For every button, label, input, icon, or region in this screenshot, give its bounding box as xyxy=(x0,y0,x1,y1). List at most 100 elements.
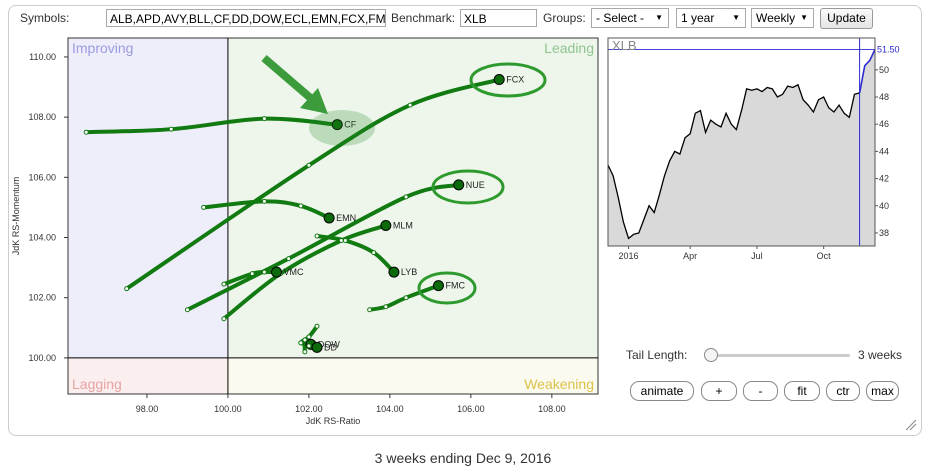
arrow-head xyxy=(300,88,328,114)
tail-point xyxy=(342,238,348,244)
benchmark-label: Benchmark: xyxy=(391,11,456,25)
x-tick-label: 98.00 xyxy=(136,404,159,414)
x-tick-label: Oct xyxy=(817,251,832,261)
tail-point xyxy=(261,198,267,204)
series-label: LYB xyxy=(401,267,417,277)
plot-frame xyxy=(607,37,876,247)
series-label: MLM xyxy=(393,220,413,230)
quadrant-label: Lagging xyxy=(72,376,122,392)
interval-select[interactable]: Weekly xyxy=(751,8,814,28)
y-tick-label: 108.00 xyxy=(28,112,56,122)
tail-value: 3 weeks xyxy=(858,348,903,362)
quadrant-label: Improving xyxy=(72,40,133,56)
tail-point xyxy=(306,334,312,340)
y-tick-label: 40 xyxy=(879,201,889,211)
tail-line xyxy=(858,49,876,94)
quadrant xyxy=(68,357,228,394)
tail-point xyxy=(302,337,308,343)
symbols-input[interactable]: ALB,APD,AVY,BLL,CF,DD,DOW,ECL,EMN,FCX,FM… xyxy=(106,9,386,27)
y-tick-label: 38 xyxy=(879,228,889,238)
tail-point xyxy=(314,323,320,329)
control-button[interactable]: ctr xyxy=(826,381,860,401)
benchmark-input[interactable]: XLB xyxy=(460,9,537,27)
x-tick-label: Apr xyxy=(683,251,697,261)
control-button[interactable]: animate xyxy=(630,381,694,401)
x-tick-label: 102.00 xyxy=(295,404,323,414)
control-button[interactable]: - xyxy=(743,381,778,401)
series-label: NUE xyxy=(466,180,485,190)
tail-point xyxy=(298,203,304,209)
period-select[interactable]: 1 year xyxy=(676,8,746,28)
head-point xyxy=(493,74,505,86)
tail-point xyxy=(184,307,190,313)
tail xyxy=(124,77,502,291)
tail-point xyxy=(83,129,89,135)
tail-point xyxy=(403,194,409,200)
tail-point xyxy=(261,269,267,275)
highlight xyxy=(469,62,547,98)
control-button[interactable]: fit xyxy=(784,381,820,401)
series-label: VMC xyxy=(284,267,305,277)
tail-point xyxy=(201,204,207,210)
update-button[interactable]: Update xyxy=(820,8,873,29)
head-point xyxy=(380,219,392,231)
series-label: FMC xyxy=(445,281,465,291)
tail-label: Tail Length: xyxy=(626,348,688,362)
tail-point xyxy=(249,271,255,277)
annotations xyxy=(261,54,547,305)
tail-point xyxy=(302,349,308,355)
control-button[interactable]: max xyxy=(866,381,899,401)
series-label: DOW xyxy=(318,339,341,349)
caption: 3 weeks ending Dec 9, 2016 xyxy=(374,450,552,466)
head-point xyxy=(331,119,343,131)
head-point xyxy=(323,212,335,224)
tail xyxy=(315,234,396,275)
y-tick-label: 50 xyxy=(879,65,889,75)
quadrant-label: Leading xyxy=(544,40,594,56)
tail-point xyxy=(286,256,292,262)
tail-point xyxy=(403,295,409,301)
series-label: CF xyxy=(344,120,356,130)
last-value-label: 51.50 xyxy=(877,44,900,54)
resize-icon xyxy=(905,419,917,431)
tail-point xyxy=(124,286,130,292)
y-tick-label: 48 xyxy=(879,92,889,102)
slider-track xyxy=(706,354,850,357)
x-tick-label: 2016 xyxy=(619,251,639,261)
y-tick-label: 42 xyxy=(879,174,889,184)
groups-select[interactable]: - Select - xyxy=(591,8,669,28)
price-line xyxy=(607,83,860,240)
x-tick-label: 100.00 xyxy=(214,404,242,414)
tail-point xyxy=(314,233,320,239)
tail xyxy=(185,182,461,312)
quadrant xyxy=(227,357,598,394)
x-axis-label: JdK RS-Ratio xyxy=(306,416,361,426)
benchmark-chart: 51.50 XLB 38 40 42 44 46 48 50 2016 Apr Jul Oct xyxy=(607,37,900,261)
head-point xyxy=(311,341,323,353)
y-tick-label: 102.00 xyxy=(28,293,56,303)
x-tick-label: Jul xyxy=(751,251,763,261)
y-tick-label: 44 xyxy=(879,146,889,156)
head-point xyxy=(432,280,444,292)
tail-point xyxy=(168,126,174,132)
series-label: EMN xyxy=(336,213,356,223)
x-tick-label: 104.00 xyxy=(376,404,404,414)
tail xyxy=(221,223,388,321)
head-point xyxy=(388,266,400,278)
highlight xyxy=(431,169,505,205)
highlight xyxy=(417,271,477,305)
control-button[interactable]: + xyxy=(701,381,737,401)
y-tick-label: 104.00 xyxy=(28,233,56,243)
charts: Improving Leading Lagging Weakening 98.00 100… xyxy=(11,37,917,431)
tail-point xyxy=(221,281,227,287)
y-tick-label: 106.00 xyxy=(28,172,56,182)
quadrant xyxy=(68,38,228,358)
y-tick-label: 46 xyxy=(879,119,889,129)
x-tick-label: 106.00 xyxy=(457,404,485,414)
slider-knob[interactable] xyxy=(704,348,718,362)
tail-point xyxy=(338,238,344,244)
tail xyxy=(367,283,441,312)
tail xyxy=(84,116,340,135)
tail-point xyxy=(261,116,267,122)
